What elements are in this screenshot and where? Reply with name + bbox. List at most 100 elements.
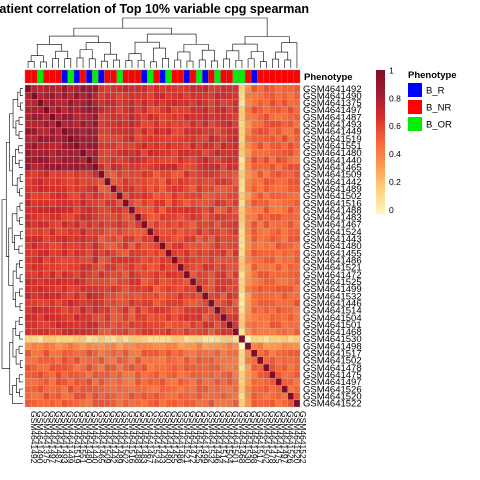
- heatmap-cell: [73, 356, 81, 365]
- heatmap-cell: [134, 177, 142, 186]
- heatmap-cell: [220, 192, 227, 200]
- heatmap-cell: [79, 113, 87, 121]
- heatmap-cell: [183, 256, 191, 265]
- heatmap-cell: [257, 313, 264, 322]
- heatmap-cell: [244, 328, 252, 336]
- heatmap-cell: [147, 263, 154, 272]
- heatmap-cell: [257, 134, 264, 143]
- heatmap-cell: [147, 120, 154, 129]
- heatmap-cell: [226, 149, 233, 157]
- heatmap-cell: [128, 378, 136, 386]
- heatmap-cell: [263, 134, 270, 143]
- heatmap-cell: [85, 242, 93, 250]
- heatmap-cell: [208, 363, 215, 372]
- heatmap-cell: [202, 163, 209, 172]
- heatmap-cell: [238, 235, 246, 243]
- heatmap-cell: [24, 335, 32, 343]
- heatmap-cell: [24, 227, 32, 236]
- heatmap-cell: [269, 106, 276, 114]
- heatmap-cell: [177, 328, 185, 336]
- heatmap-cell: [257, 278, 264, 286]
- heatmap-cell: [232, 335, 240, 343]
- heatmap-cell: [49, 127, 56, 136]
- heatmap-cell: [202, 127, 209, 136]
- heatmap-cell: [104, 292, 111, 300]
- heatmap-cell: [281, 213, 288, 222]
- row-label: GSM4641517: [303, 349, 362, 360]
- heatmap-cell: [30, 192, 38, 200]
- heatmap-cell: [269, 142, 276, 150]
- heatmap-cell: [171, 299, 178, 308]
- heatmap-cell: [67, 378, 75, 386]
- heatmap-cell: [275, 127, 282, 136]
- heatmap-cell: [226, 371, 233, 379]
- heatmap-cell: [49, 249, 56, 257]
- heatmap-cell: [43, 120, 50, 129]
- heatmap-cell: [92, 99, 99, 107]
- legend-swatch: [408, 117, 422, 131]
- phenotype-annotation-bar: [24, 69, 301, 84]
- heatmap-cell: [92, 227, 99, 236]
- heatmap-cell: [79, 320, 87, 329]
- phenotype-legend: Phenotype B_RB_NRB_OR: [408, 70, 457, 131]
- heatmap-cell: [263, 342, 270, 350]
- phenotype-cell: [116, 69, 123, 84]
- heatmap-cell: [171, 399, 178, 408]
- heatmap-cell: [104, 256, 111, 265]
- heatmap-cell: [122, 285, 130, 293]
- heatmap-cell: [250, 227, 258, 236]
- heatmap-cell: [202, 335, 209, 343]
- heatmap-cell: [55, 134, 62, 143]
- heatmap-cell: [226, 313, 233, 322]
- heatmap-cell: [140, 199, 148, 207]
- heatmap-cell: [85, 263, 93, 272]
- heatmap-cell: [104, 278, 111, 286]
- column-label: GSM4641516: [127, 411, 137, 464]
- legend-label: B_R: [426, 86, 445, 97]
- colorbar-tick-label: 0.8: [389, 93, 401, 103]
- heatmap-cell: [202, 263, 209, 272]
- dendrogram-branch: [88, 58, 96, 68]
- column-label: GSM4641488: [133, 411, 143, 464]
- heatmap-cell: [122, 220, 130, 229]
- heatmap-cell: [257, 227, 264, 236]
- heatmap-cell: [159, 84, 166, 93]
- heatmap-cell: [104, 371, 111, 379]
- heatmap-cell: [116, 285, 123, 293]
- heatmap-cell: [269, 335, 276, 343]
- heatmap-cell: [263, 320, 270, 329]
- phenotype-cell: [214, 69, 221, 84]
- heatmap-cell: [122, 134, 130, 143]
- heatmap-cell: [263, 256, 270, 265]
- heatmap-cell: [269, 256, 276, 265]
- column-label: GSM4641375: [41, 411, 51, 464]
- heatmap-cell: [43, 378, 50, 386]
- heatmap-cell: [153, 91, 160, 100]
- dendrogram-branch: [14, 234, 21, 250]
- heatmap-cell: [220, 127, 227, 136]
- heatmap-cell: [49, 192, 56, 200]
- heatmap-cell: [275, 392, 282, 401]
- heatmap-cell: [171, 177, 178, 186]
- heatmap-cell: [134, 142, 142, 150]
- heatmap-cell: [153, 320, 160, 329]
- heatmap-cell: [171, 270, 178, 279]
- heatmap-cell: [232, 399, 240, 408]
- heatmap-cell: [177, 235, 185, 243]
- heatmap-cell: [37, 91, 44, 100]
- heatmap-cell: [293, 120, 301, 129]
- heatmap-cell: [79, 227, 87, 236]
- heatmap-cell: [202, 378, 209, 386]
- heatmap-cell: [244, 149, 252, 157]
- heatmap-cell: [110, 235, 117, 243]
- heatmap-cell: [67, 399, 75, 408]
- heatmap-cell: [30, 227, 38, 236]
- heatmap-cell: [98, 320, 105, 329]
- heatmap-cell: [195, 199, 203, 207]
- heatmap-cell: [195, 299, 203, 308]
- heatmap-cell: [104, 163, 111, 172]
- heatmap-cell: [189, 313, 197, 322]
- heatmap-cell: [281, 163, 288, 172]
- heatmap-cell: [73, 299, 81, 308]
- heatmap-cell: [269, 278, 276, 286]
